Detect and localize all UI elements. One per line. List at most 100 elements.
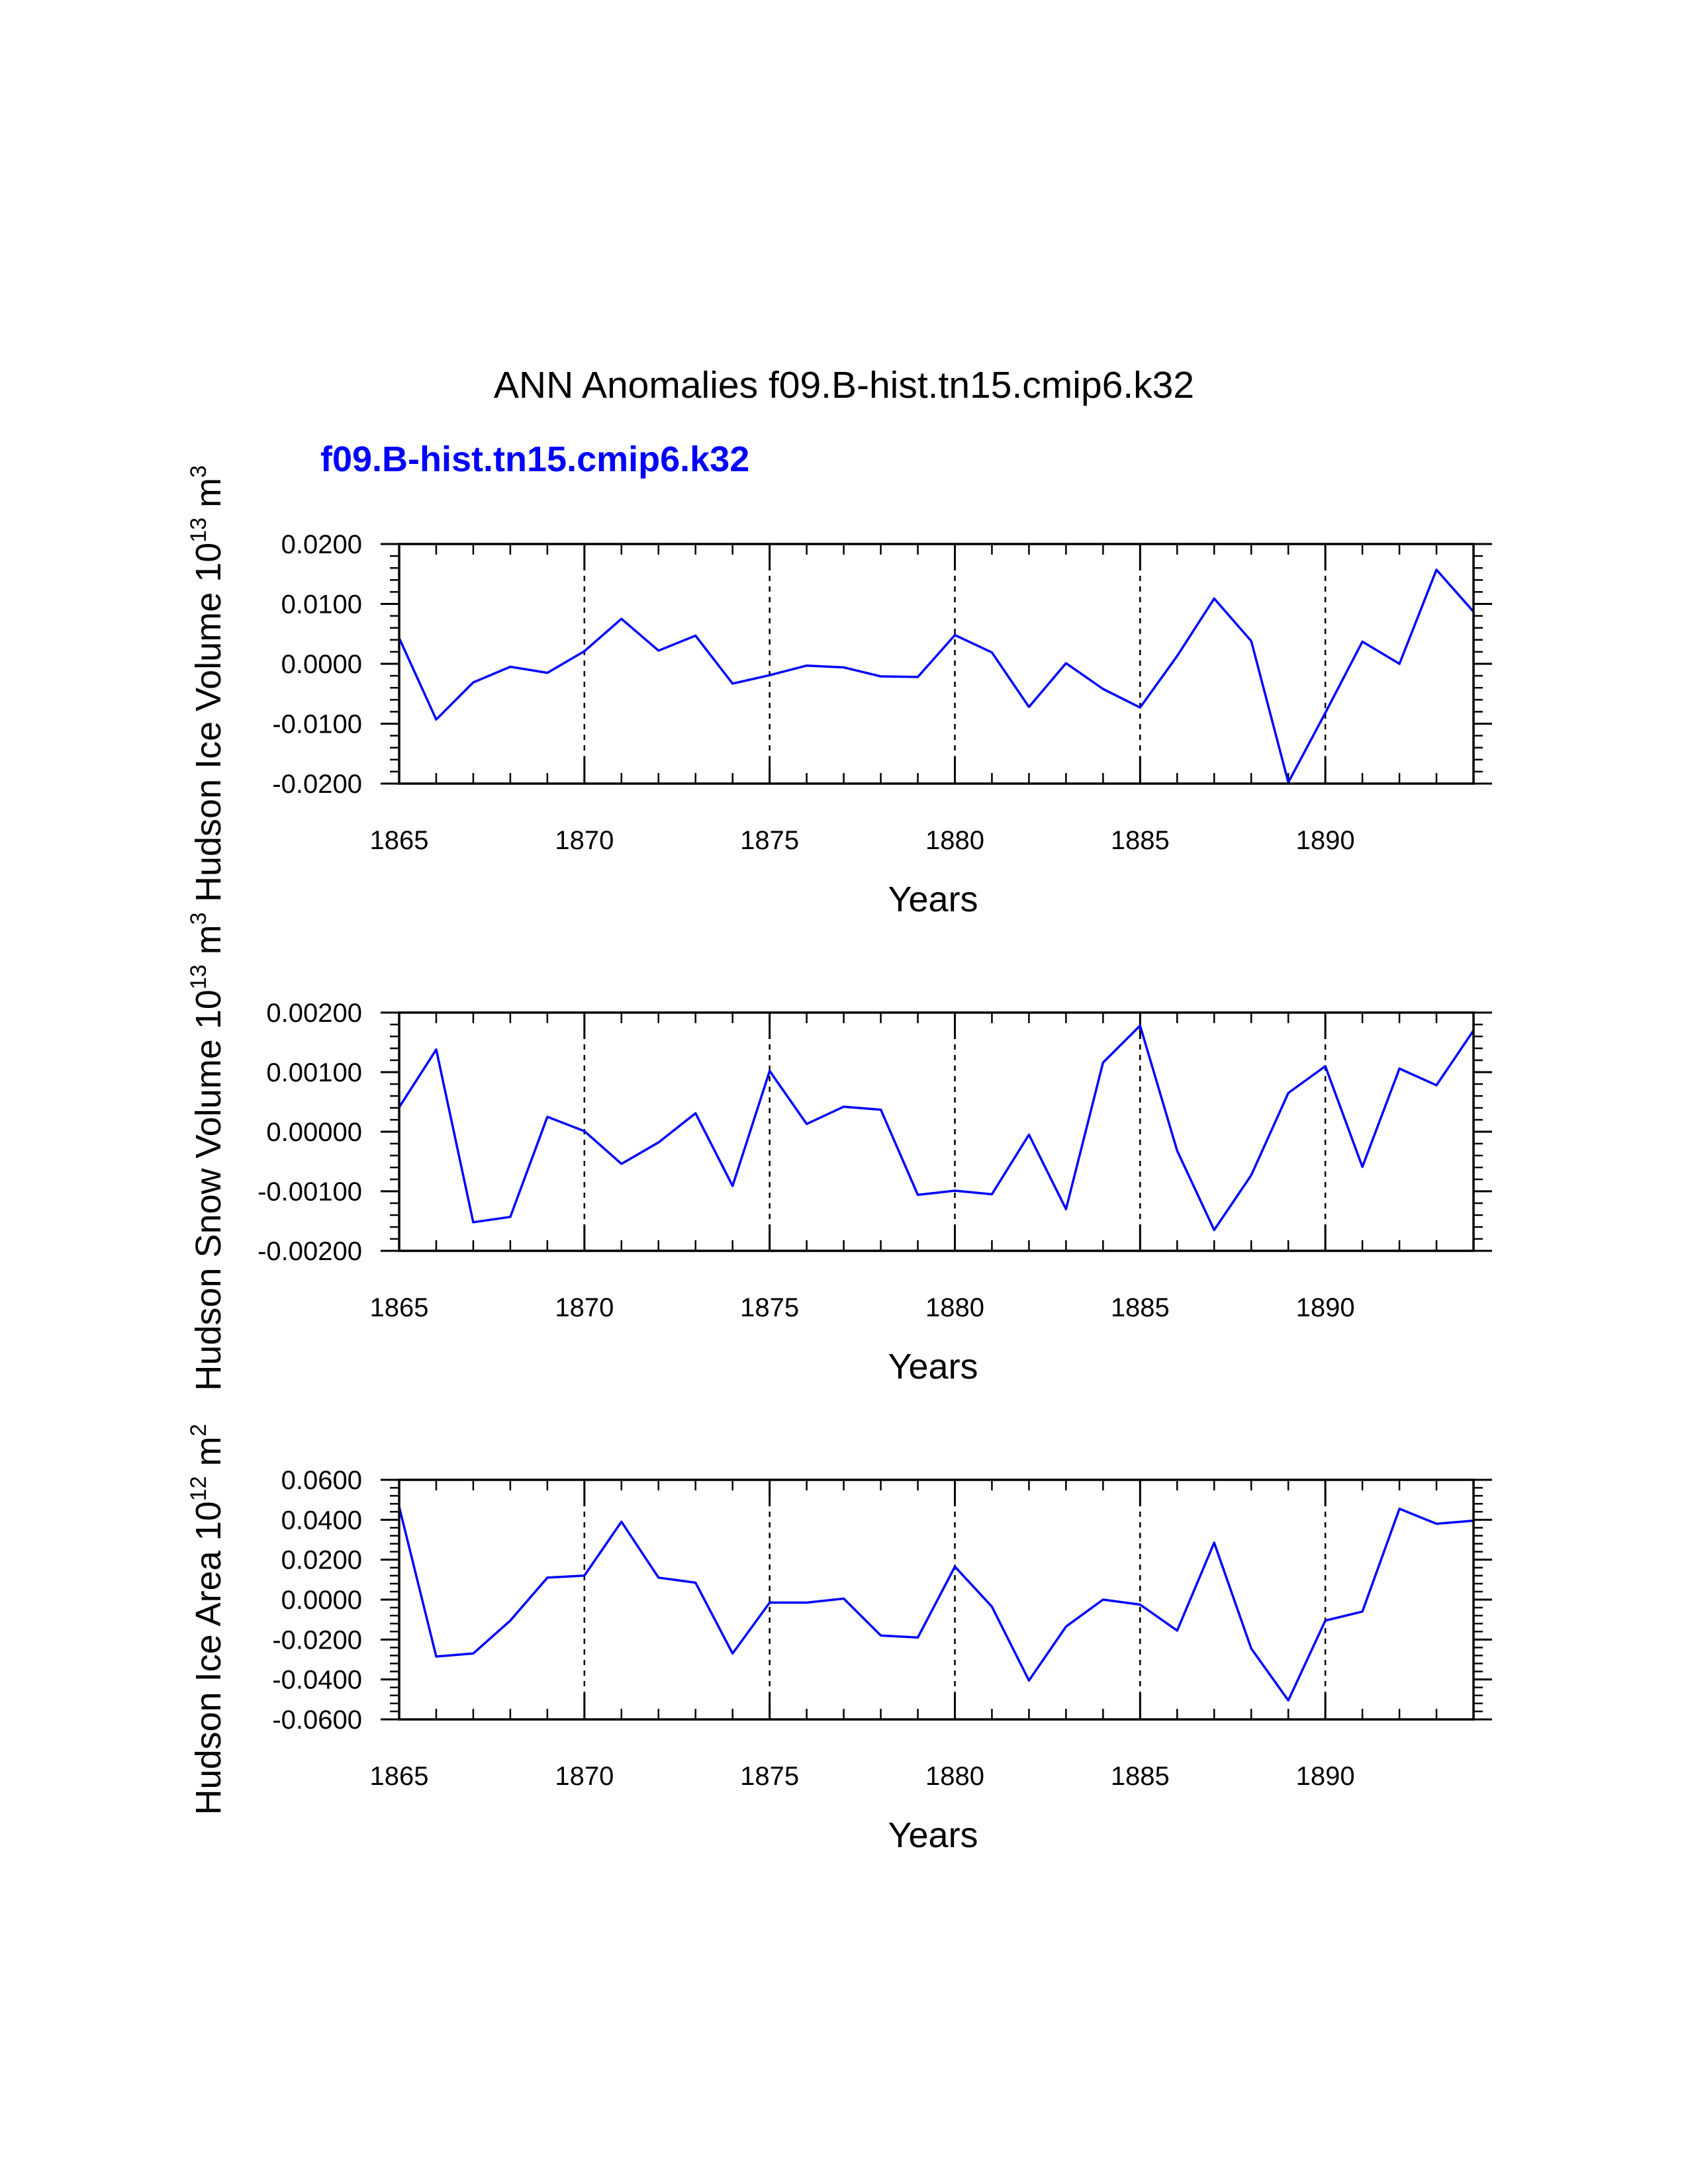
data-point <box>1138 1024 1142 1028</box>
data-point <box>805 1601 809 1605</box>
data-point <box>1249 1647 1253 1651</box>
data-point <box>1434 568 1438 572</box>
y-tick-label: 0.00000 <box>266 1118 362 1147</box>
run-subtitle: f09.B-hist.tn15.cmip6.k32 <box>320 439 749 479</box>
data-point <box>1434 1522 1438 1525</box>
x-axis-label: Years <box>888 1815 978 1855</box>
x-tick-label: 1865 <box>370 1762 429 1791</box>
data-point <box>657 649 661 653</box>
data-point <box>545 671 549 675</box>
data-point <box>620 1162 624 1166</box>
data-point <box>768 1601 772 1605</box>
y-tick-label: -0.0400 <box>272 1666 362 1695</box>
data-point <box>545 1576 549 1580</box>
x-tick-label: 1880 <box>925 1293 984 1322</box>
data-point <box>1286 1698 1290 1702</box>
data-point <box>583 649 586 653</box>
y-axis-label: Hudson Snow Volume 1013 m3 <box>186 912 228 1390</box>
data-point <box>805 664 809 668</box>
plot-frame <box>398 543 1475 785</box>
panels: 1865 1870 1875 1880 1885 1890 -0.0200 -0.0100 0.… <box>186 465 1492 1855</box>
x-axis-label: Years <box>888 1347 978 1387</box>
data-point <box>694 1580 698 1584</box>
series-line <box>398 569 1475 784</box>
chart-panel-2: 1865 1870 1875 1880 1885 1890 -0.00200 -0.00100… <box>186 912 1492 1391</box>
data-point <box>1360 640 1364 644</box>
data-point <box>1249 1173 1253 1177</box>
data-point <box>1027 1133 1031 1137</box>
data-point <box>620 1520 624 1524</box>
data-point <box>1101 1598 1105 1602</box>
data-point <box>1064 661 1068 665</box>
data-point <box>1323 1064 1327 1068</box>
data-point <box>1397 1507 1401 1511</box>
series-line <box>398 1024 1475 1232</box>
y-tick-label: -0.0100 <box>272 710 362 739</box>
data-point <box>1323 711 1327 715</box>
data-point <box>953 1189 957 1193</box>
data-point <box>471 1651 475 1655</box>
data-point <box>916 675 920 679</box>
data-point <box>1064 1625 1068 1629</box>
y-tick-label: 0.0200 <box>281 530 362 559</box>
data-point <box>731 682 735 686</box>
data-point <box>1212 1541 1216 1545</box>
x-axis-label: Years <box>888 880 978 919</box>
y-tick-label: 0.0200 <box>281 1546 362 1575</box>
x-tick-label: 1875 <box>740 1293 799 1322</box>
y-tick-label: 0.0000 <box>281 1586 362 1615</box>
data-point <box>953 633 957 637</box>
data-point <box>1286 1091 1290 1095</box>
data-point <box>1175 1629 1179 1633</box>
x-tick-label: 1885 <box>1111 1762 1170 1791</box>
data-point <box>1175 654 1179 658</box>
data-point <box>508 1619 512 1623</box>
data-point <box>768 673 772 677</box>
x-tick-label: 1885 <box>1111 1293 1170 1322</box>
data-point <box>1101 1061 1105 1065</box>
y-axis-label: Hudson Ice Area 1012 m2 <box>186 1424 228 1815</box>
x-tick-label: 1875 <box>740 826 799 855</box>
chart-panel-1: 1865 1870 1875 1880 1885 1890 -0.0200 -0.0100 0.… <box>186 465 1492 919</box>
data-point <box>916 1635 920 1639</box>
data-point <box>1360 1610 1364 1614</box>
x-tick-label: 1880 <box>925 1762 984 1791</box>
x-tick-label: 1885 <box>1111 826 1170 855</box>
data-point <box>1027 1678 1031 1682</box>
y-tick-label: 0.00200 <box>266 999 362 1028</box>
plot-frame <box>398 1011 1475 1252</box>
data-point <box>1323 1619 1327 1623</box>
data-point <box>768 1069 772 1073</box>
data-point <box>508 1215 512 1219</box>
data-point <box>990 651 994 655</box>
data-point <box>1212 596 1216 600</box>
data-point <box>1138 705 1142 709</box>
data-point <box>434 1048 438 1052</box>
data-point <box>990 1605 994 1609</box>
data-point <box>1434 1083 1438 1087</box>
x-tick-label: 1890 <box>1296 826 1355 855</box>
data-point <box>1138 1603 1142 1607</box>
y-tick-label: 0.0000 <box>281 650 362 679</box>
chart-panel-3: 1865 1870 1875 1880 1885 1890 -0.0600 -0.0400 -0… <box>186 1424 1492 1855</box>
y-tick-label: -0.0200 <box>272 770 362 799</box>
data-point <box>805 1122 809 1126</box>
data-point <box>583 1574 586 1578</box>
data-point <box>434 1655 438 1659</box>
data-point <box>1064 1207 1068 1211</box>
data-point <box>471 680 475 684</box>
y-tick-label: -0.0200 <box>272 1625 362 1655</box>
data-point <box>508 665 512 669</box>
data-point <box>842 665 846 669</box>
data-point <box>731 1184 735 1188</box>
y-tick-label: 0.0400 <box>281 1506 362 1535</box>
data-point <box>620 617 624 621</box>
data-point <box>879 1633 883 1637</box>
y-tick-label: -0.00200 <box>258 1237 362 1266</box>
data-point <box>1175 1149 1179 1153</box>
data-point <box>694 633 698 637</box>
plot-frame <box>398 1479 1475 1721</box>
data-point <box>1249 639 1253 643</box>
data-point <box>879 674 883 678</box>
